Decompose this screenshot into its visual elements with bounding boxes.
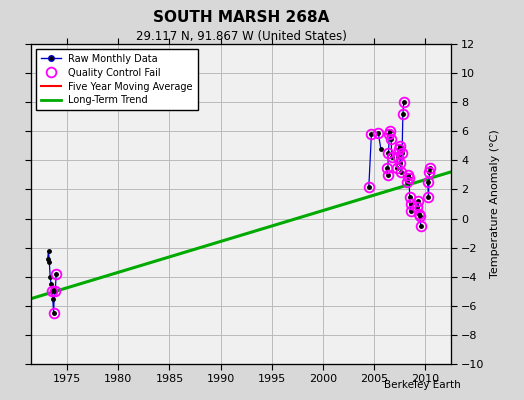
- Text: Berkeley Earth: Berkeley Earth: [385, 380, 461, 390]
- Y-axis label: Temperature Anomaly (°C): Temperature Anomaly (°C): [490, 130, 500, 278]
- Text: SOUTH MARSH 268A: SOUTH MARSH 268A: [153, 10, 329, 25]
- Legend: Raw Monthly Data, Quality Control Fail, Five Year Moving Average, Long-Term Tren: Raw Monthly Data, Quality Control Fail, …: [36, 49, 198, 110]
- Text: 29.117 N, 91.867 W (United States): 29.117 N, 91.867 W (United States): [136, 30, 346, 43]
